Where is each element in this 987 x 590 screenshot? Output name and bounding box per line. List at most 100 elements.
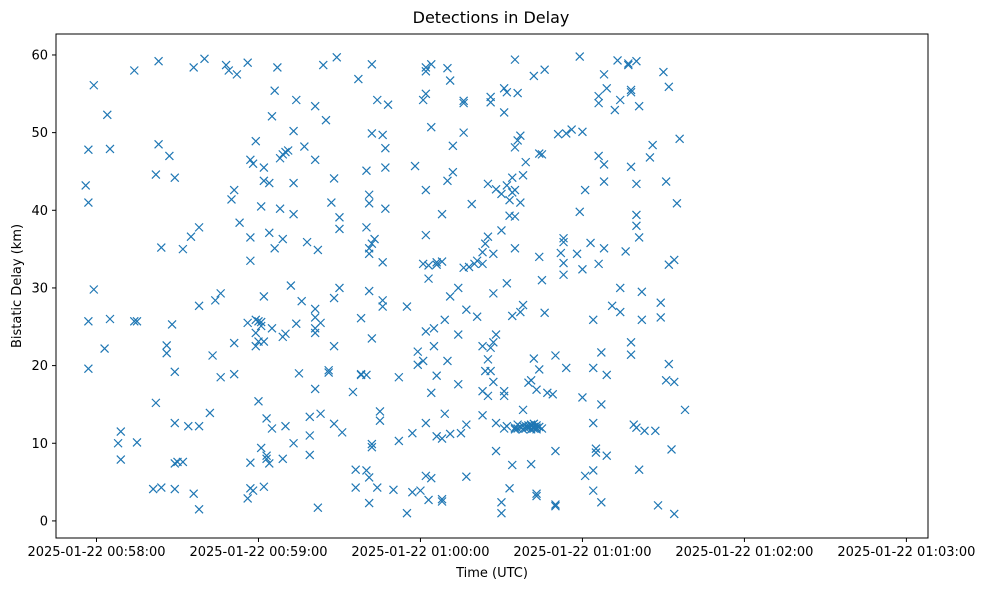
data-point [132,438,142,447]
data-point [380,143,390,153]
data-point [486,97,496,107]
data-point [615,95,625,105]
data-point [559,258,568,268]
data-point [329,341,339,351]
data-point [421,185,431,195]
y-tick-label: 0 [40,514,48,529]
data-point [289,438,298,448]
data-point [515,307,525,317]
data-point [364,498,374,508]
data-point [367,442,377,452]
data-point [148,484,158,494]
data-point [305,431,315,440]
data-point [432,431,442,441]
data-point [537,275,547,285]
x-axis-label: Time (UTC) [455,566,528,581]
data-point [367,439,377,449]
data-point [459,96,469,106]
data-point [602,83,612,93]
data-point [281,421,290,431]
data-point [453,330,463,339]
data-point [256,321,266,331]
data-point [116,427,126,437]
data-point [510,142,520,152]
data-point [459,128,469,138]
data-point [421,66,431,76]
data-point [421,62,431,72]
data-point [210,295,220,305]
data-point [367,128,377,138]
data-point [537,149,547,159]
data-point [424,260,433,270]
data-point [383,100,393,110]
data-point [424,274,433,284]
data-point [502,181,512,190]
data-point [259,292,269,301]
data-point [532,420,541,430]
data-point [426,473,436,483]
data-point [529,71,539,81]
data-point [588,315,598,325]
data-point [634,465,644,475]
data-point [302,237,312,247]
data-point [591,444,601,454]
data-point [394,436,404,446]
data-point [656,313,666,322]
data-point [443,63,452,73]
data-point [561,363,571,373]
data-point [588,486,598,496]
data-point [461,472,471,482]
data-point [445,429,455,439]
data-point [480,239,490,249]
data-point [632,179,641,189]
data-point [335,224,344,234]
data-point [599,69,609,79]
data-point [521,157,531,167]
data-point [580,185,590,195]
data-point [262,413,272,423]
data-point [251,136,261,146]
data-point [170,484,180,494]
data-point [248,159,258,169]
y-tick-label: 50 [31,126,48,141]
data-point [472,312,482,322]
data-point [623,60,633,70]
data-point [264,178,274,188]
data-point [515,198,525,207]
x-tick-label: 2025-01-22 01:03:00 [837,545,975,560]
data-point [264,228,274,238]
data-point [502,421,512,431]
data-point [561,128,571,138]
data-point [551,500,560,510]
data-point [599,177,609,186]
data-point [256,317,266,327]
data-point [402,302,412,312]
data-point [499,83,509,93]
data-point [594,151,604,161]
data-point [507,311,517,321]
data-point [413,347,423,357]
data-point [272,62,282,72]
data-point [437,494,447,504]
data-point [105,314,115,324]
data-point [518,170,528,180]
data-point [626,85,636,95]
data-point [596,347,606,357]
data-point [478,247,487,257]
data-point [372,95,382,105]
data-point [216,372,226,382]
data-point [486,366,496,376]
data-point [389,485,398,495]
data-point [267,424,277,433]
data-point [591,448,601,458]
data-point [407,487,417,497]
data-point [286,281,296,291]
data-point [364,286,374,296]
data-point [456,428,466,438]
data-point [497,508,506,518]
data-point [559,270,568,280]
data-point [102,110,112,120]
data-point [105,144,115,154]
data-point [640,426,649,436]
